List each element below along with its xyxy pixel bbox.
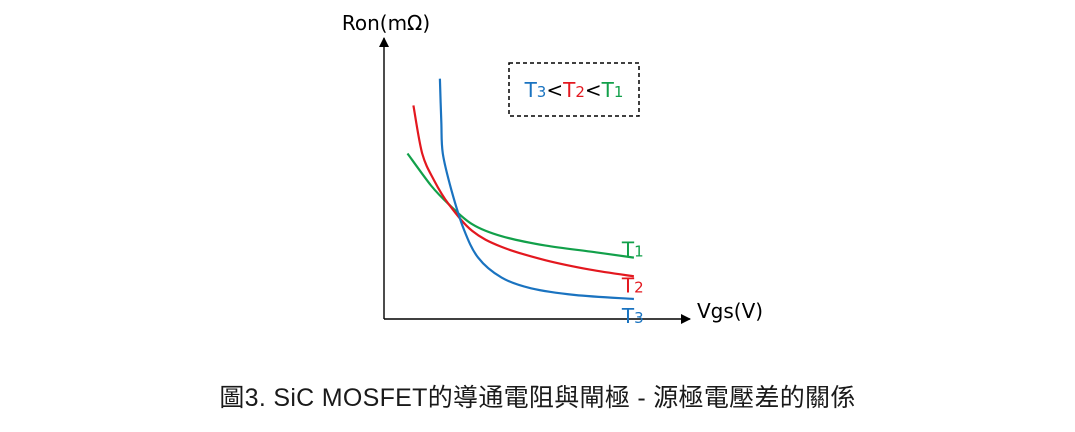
series-line-t2 [412,105,635,278]
series-layer [406,78,635,301]
x-axis-label: Vgs(V) [697,299,763,323]
legend-box [508,62,640,117]
series-labels: T1 T2 T3 [621,238,644,328]
legend-part-7: 1 [614,83,624,101]
legend-text: T3<T2<T1 [524,78,624,102]
legend-part-5: < [585,78,602,102]
legend-part-4: 2 [575,83,585,101]
legend: T3<T2<T1 [508,62,640,117]
y-axis-label: Ron(mΩ) [342,11,430,35]
series-line-t3 [438,78,634,301]
legend-part-1: 3 [537,83,547,101]
legend-part-3: T [562,78,576,102]
legend-part-0: T [524,78,538,102]
series-label-t3: T3 [621,304,644,328]
legend-part-6: T [601,78,615,102]
legend-part-2: < [546,78,563,102]
figure-caption: 圖3. SiC MOSFET的導通電阻與閘極 - 源極電壓差的關係 [219,384,856,412]
series-label-t2: T2 [621,273,644,297]
series-label-t1: T1 [621,238,644,262]
series-line-t1 [406,152,635,259]
